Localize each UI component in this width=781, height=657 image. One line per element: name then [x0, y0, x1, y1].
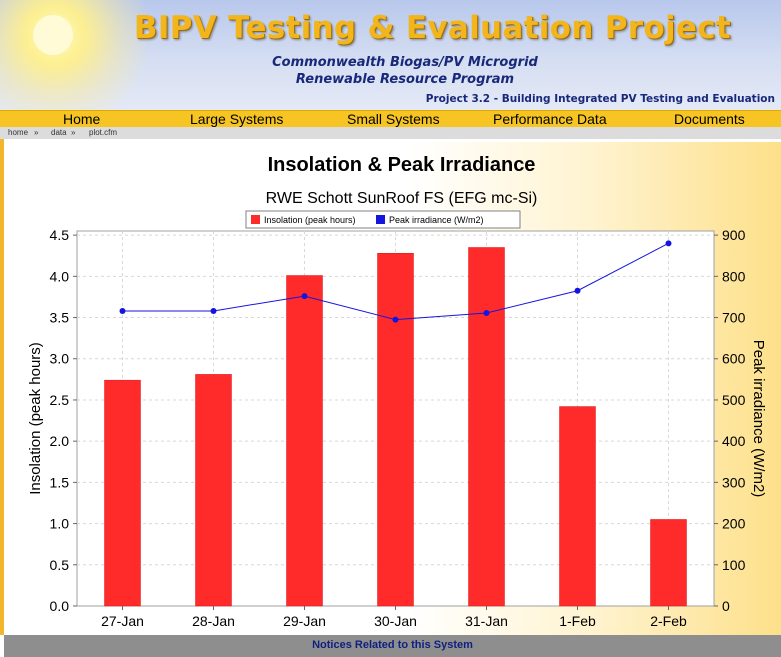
x-tick-label: 30-Jan	[374, 613, 417, 629]
left-accent-strip	[0, 139, 4, 635]
legend-swatch	[251, 215, 260, 224]
nav-home[interactable]: Home	[63, 111, 101, 127]
y-axis-label: Insolation (peak hours)	[27, 342, 44, 495]
y-tick-label: 3.5	[50, 310, 70, 326]
y-tick-label: 2.0	[50, 433, 70, 449]
nav-performance-data[interactable]: Performance Data	[493, 111, 607, 127]
y-tick-label: 2.5	[50, 392, 70, 408]
site-title: BIPV Testing & Evaluation Project	[133, 10, 731, 46]
point-peak-irradiance	[665, 240, 672, 247]
y2-axis-label: Peak irradiance (W/m2)	[750, 340, 767, 498]
breadcrumb-separator: »	[71, 128, 76, 137]
point-peak-irradiance	[301, 293, 308, 300]
nav-small-systems[interactable]: Small Systems	[347, 111, 440, 127]
point-peak-irradiance	[574, 287, 581, 294]
x-tick-label: 29-Jan	[283, 613, 326, 629]
bar-insolation	[195, 374, 232, 607]
y2-tick-label: 200	[722, 516, 746, 532]
x-tick-label: 2-Feb	[650, 613, 687, 629]
legend-label: Insolation (peak hours)	[264, 215, 356, 225]
y-tick-label: 0.0	[50, 598, 70, 614]
breadcrumb-home[interactable]: home	[8, 128, 29, 137]
bar-insolation	[468, 247, 505, 607]
bar-insolation	[104, 379, 141, 607]
breadcrumb-data[interactable]: data	[51, 128, 67, 137]
content-area: Insolation & Peak Irradiance RWE Schott S…	[0, 139, 781, 635]
nav-documents[interactable]: Documents	[674, 111, 745, 127]
bar-insolation	[650, 519, 687, 607]
chart: Insolation & Peak Irradiance RWE Schott S…	[27, 154, 767, 629]
y2-tick-label: 700	[722, 310, 746, 326]
y2-tick-label: 600	[722, 351, 746, 367]
point-peak-irradiance	[392, 316, 399, 323]
y-tick-label: 0.5	[50, 557, 70, 573]
sun-icon	[33, 15, 73, 55]
y2-tick-label: 300	[722, 474, 746, 490]
site-subtitle-1: Commonwealth Biogas/PV Microgrid	[272, 55, 538, 70]
chart-subtitle: RWE Schott SunRoof FS (EFG mc-Si)	[266, 190, 538, 207]
main-nav: Home Large Systems Small Systems Perform…	[0, 110, 781, 127]
project-line: Project 3.2 - Building Integrated PV Tes…	[425, 93, 775, 105]
chart-title: Insolation & Peak Irradiance	[268, 154, 536, 176]
legend-label: Peak irradiance (W/m2)	[389, 215, 484, 225]
point-peak-irradiance	[483, 310, 490, 317]
notices-bar[interactable]: Notices Related to this System	[4, 635, 781, 657]
x-tick-label: 1-Feb	[559, 613, 596, 629]
sun-glow	[0, 0, 150, 110]
y2-tick-label: 0	[722, 598, 730, 614]
y2-tick-label: 800	[722, 268, 746, 284]
bar-insolation	[286, 275, 323, 607]
y2-tick-label: 100	[722, 557, 746, 573]
y-tick-label: 1.0	[50, 516, 70, 532]
point-peak-irradiance	[210, 307, 217, 314]
y2-tick-label: 900	[722, 227, 746, 243]
y-tick-label: 3.0	[50, 351, 70, 367]
bar-insolation	[559, 406, 596, 607]
bar-insolation	[377, 253, 414, 607]
nav-large-systems[interactable]: Large Systems	[190, 111, 284, 127]
site-header: BIPV Testing & Evaluation Project Common…	[0, 0, 781, 110]
point-peak-irradiance	[119, 307, 126, 314]
y-tick-label: 1.5	[50, 474, 70, 490]
breadcrumb: home » data » plot.cfm	[0, 127, 781, 139]
breadcrumb-plot: plot.cfm	[89, 128, 118, 137]
y2-tick-label: 500	[722, 392, 746, 408]
site-subtitle-2: Renewable Resource Program	[295, 72, 515, 87]
breadcrumb-separator: »	[34, 128, 39, 137]
x-tick-label: 27-Jan	[101, 613, 144, 629]
y-tick-label: 4.5	[50, 227, 70, 243]
x-tick-label: 31-Jan	[465, 613, 508, 629]
legend-swatch	[376, 215, 385, 224]
y2-tick-label: 400	[722, 433, 746, 449]
x-tick-label: 28-Jan	[192, 613, 235, 629]
y-tick-label: 4.0	[50, 268, 70, 284]
